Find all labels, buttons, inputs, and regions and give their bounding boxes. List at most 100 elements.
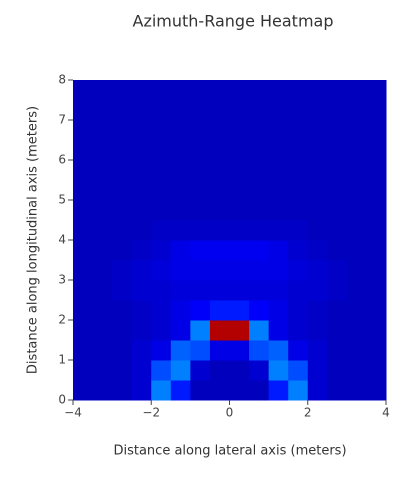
heat-cell <box>307 340 328 361</box>
heat-cell <box>190 380 211 401</box>
heat-cell <box>307 260 328 281</box>
heat-cell <box>190 140 211 161</box>
heat-cell <box>73 120 94 141</box>
heat-cell <box>249 280 270 301</box>
heat-cell <box>288 340 309 361</box>
heat-cell <box>151 360 172 381</box>
heat-cell <box>190 160 211 181</box>
heat-cell <box>151 80 172 101</box>
heat-cell <box>209 280 230 301</box>
heat-cell <box>73 380 94 401</box>
heat-cell <box>268 200 289 221</box>
heat-cell <box>346 160 367 181</box>
heat-cell <box>249 300 270 321</box>
heat-cell <box>131 120 152 141</box>
heat-cell <box>209 380 230 401</box>
heat-cell <box>229 240 250 261</box>
heat-cell <box>307 160 328 181</box>
heat-cell <box>366 260 387 281</box>
heat-cell <box>112 220 133 241</box>
heat-cell <box>112 240 133 261</box>
heat-cell <box>131 140 152 161</box>
chart-title: Azimuth-Range Heatmap <box>133 12 334 31</box>
heat-cell <box>190 300 211 321</box>
heat-cell <box>92 120 113 141</box>
heat-cell <box>73 80 94 101</box>
heat-cell <box>73 240 94 261</box>
heat-cell <box>288 160 309 181</box>
heat-cell <box>151 320 172 341</box>
heat-cell <box>73 200 94 221</box>
heat-cell <box>366 380 387 401</box>
heat-cell <box>346 120 367 141</box>
heat-cell <box>268 180 289 201</box>
heat-cell <box>209 120 230 141</box>
heat-cell <box>288 140 309 161</box>
heat-cell <box>327 160 348 181</box>
heat-cell <box>112 80 133 101</box>
heat-cell <box>249 380 270 401</box>
y-tick-label: 1 <box>58 353 66 367</box>
heat-cell <box>92 200 113 221</box>
heat-cell <box>307 140 328 161</box>
heat-cell <box>268 300 289 321</box>
heat-cell <box>327 260 348 281</box>
heat-cell <box>268 260 289 281</box>
heat-cell <box>327 120 348 141</box>
heat-cell <box>307 220 328 241</box>
heat-cell <box>190 180 211 201</box>
heat-cell <box>92 240 113 261</box>
heat-cell <box>131 240 152 261</box>
heat-cell <box>229 120 250 141</box>
heat-cell <box>346 100 367 121</box>
heat-cell <box>346 260 367 281</box>
heat-cell <box>249 360 270 381</box>
heat-cell <box>229 140 250 161</box>
heat-cell <box>288 320 309 341</box>
heat-cell <box>229 160 250 181</box>
heat-cell <box>151 200 172 221</box>
heat-cell <box>288 280 309 301</box>
heat-cell <box>366 340 387 361</box>
heat-cell <box>151 100 172 121</box>
heat-cell <box>170 280 191 301</box>
heat-cell <box>190 280 211 301</box>
heat-cell <box>209 100 230 121</box>
heat-cell <box>249 260 270 281</box>
heat-cell <box>346 140 367 161</box>
heat-cell <box>131 320 152 341</box>
heat-cell <box>170 180 191 201</box>
heat-cell <box>307 360 328 381</box>
heat-cell <box>170 80 191 101</box>
heat-cell <box>249 180 270 201</box>
heat-cell <box>131 360 152 381</box>
heat-cell <box>307 380 328 401</box>
heat-cell <box>288 120 309 141</box>
heat-cell <box>92 300 113 321</box>
heat-cell <box>73 180 94 201</box>
heat-cell <box>112 120 133 141</box>
heat-cell <box>307 240 328 261</box>
heat-cell <box>366 140 387 161</box>
heat-cell <box>346 180 367 201</box>
heat-cell <box>327 180 348 201</box>
heat-cell <box>229 280 250 301</box>
heat-cell <box>268 340 289 361</box>
heat-cell <box>307 120 328 141</box>
heat-cell <box>190 320 211 341</box>
heat-cell <box>366 360 387 381</box>
heat-cell <box>170 380 191 401</box>
heat-cell <box>73 220 94 241</box>
heat-cell <box>112 160 133 181</box>
heat-cell <box>190 80 211 101</box>
heat-cell <box>346 380 367 401</box>
heat-cell <box>73 280 94 301</box>
heat-cell <box>229 180 250 201</box>
heat-cell <box>249 220 270 241</box>
heat-cell <box>346 360 367 381</box>
heat-cell <box>366 160 387 181</box>
heat-cell <box>268 80 289 101</box>
x-axis-title: Distance along lateral axis (meters) <box>113 444 346 459</box>
x-tick-label: 4 <box>382 406 390 420</box>
heat-cell <box>229 340 250 361</box>
